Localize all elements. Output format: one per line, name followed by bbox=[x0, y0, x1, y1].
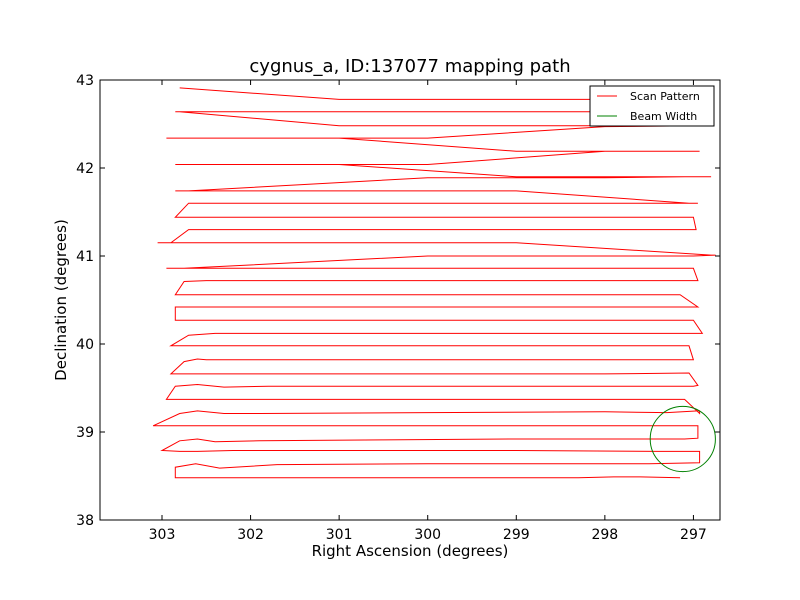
y-tick-label: 42 bbox=[76, 161, 94, 177]
scan-pattern-line bbox=[152, 87, 716, 479]
y-tick-label: 43 bbox=[76, 73, 94, 89]
plot-area bbox=[152, 87, 716, 479]
y-axis-ticks: 38 39 40 41 42 43 bbox=[76, 73, 720, 529]
x-tick-label: 297 bbox=[680, 527, 707, 543]
y-tick-label: 41 bbox=[76, 249, 94, 265]
legend-label-beam-width: Beam Width bbox=[630, 110, 697, 123]
y-tick-label: 38 bbox=[76, 513, 94, 529]
legend-label-scan-pattern: Scan Pattern bbox=[630, 90, 700, 103]
x-tick-label: 303 bbox=[149, 527, 176, 543]
x-tick-label: 302 bbox=[237, 527, 264, 543]
y-tick-label: 39 bbox=[76, 425, 94, 441]
plot-frame bbox=[99, 79, 721, 521]
beam-width-circle bbox=[649, 405, 716, 473]
x-tick-label: 298 bbox=[591, 527, 618, 543]
x-tick-label: 299 bbox=[503, 527, 530, 543]
y-axis-label: Declination (degrees) bbox=[52, 219, 70, 381]
x-tick-label: 301 bbox=[326, 527, 353, 543]
x-tick-label: 300 bbox=[414, 527, 441, 543]
x-axis-label: Right Ascension (degrees) bbox=[312, 542, 509, 560]
chart-title: cygnus_a, ID:137077 mapping path bbox=[249, 56, 570, 77]
y-tick-label: 40 bbox=[76, 337, 94, 353]
legend-box bbox=[589, 85, 715, 127]
legend: Scan Pattern Beam Width bbox=[589, 85, 715, 127]
x-axis-ticks: 303 302 301 300 299 298 297 bbox=[149, 80, 707, 543]
